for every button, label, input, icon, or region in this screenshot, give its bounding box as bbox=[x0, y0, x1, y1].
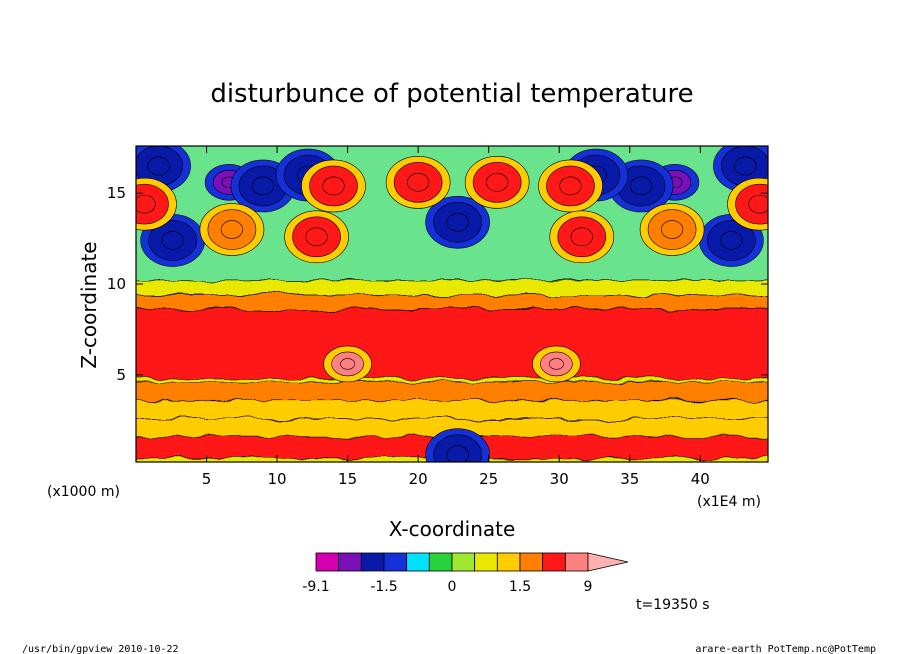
x-tick-label: 35 bbox=[620, 470, 639, 488]
colorbar-segment bbox=[519, 552, 544, 572]
cold-core-inner bbox=[446, 212, 469, 232]
colorbar-extend-arrow bbox=[587, 552, 629, 572]
warm-core-inner bbox=[136, 194, 156, 214]
cold-core-inner bbox=[629, 176, 653, 196]
field-band-mid bbox=[136, 309, 768, 379]
x-tick-label: 5 bbox=[202, 470, 212, 488]
warm-core bbox=[647, 209, 697, 250]
colorbar-segment bbox=[315, 552, 340, 572]
x-axis-ticks: 5 10 15 20 25 30 35 40 bbox=[202, 146, 710, 488]
cold-core bbox=[433, 201, 482, 243]
plot-area bbox=[136, 146, 768, 462]
plot-frame bbox=[135, 145, 769, 463]
colorbar-segment bbox=[428, 552, 453, 572]
cold-core-inner bbox=[446, 445, 469, 462]
time-annotation: t=19350 s bbox=[636, 597, 710, 613]
cold-core-inner bbox=[734, 156, 757, 176]
colorbar-tick-label: 0 bbox=[448, 579, 457, 595]
x-tick-label: 30 bbox=[550, 470, 569, 488]
cold-core-inner bbox=[251, 176, 275, 196]
colorbar-segment bbox=[542, 552, 566, 572]
colorbar-segment bbox=[564, 552, 589, 572]
warm-core-inner bbox=[220, 220, 244, 239]
warm-core-inner bbox=[748, 194, 768, 214]
chart-title: disturbunce of potential temperature bbox=[210, 79, 693, 109]
y-axis-ticks: 5 10 15 bbox=[107, 184, 768, 384]
x-tick-label: 15 bbox=[338, 470, 357, 488]
colorbar bbox=[315, 552, 629, 572]
warm-core-inner bbox=[486, 173, 509, 192]
cold-core-inner bbox=[161, 231, 184, 250]
colorbar-tick-label: 9 bbox=[584, 579, 593, 595]
warm-core-inner bbox=[305, 227, 328, 247]
warm-core bbox=[136, 183, 169, 225]
warm-core bbox=[472, 162, 522, 203]
warm-core-inner bbox=[322, 176, 345, 196]
cold-core bbox=[148, 220, 197, 261]
x-tick-label: 10 bbox=[268, 470, 287, 488]
warm-core-inner bbox=[660, 220, 684, 239]
warm-core-inner bbox=[570, 227, 593, 247]
warm-core bbox=[557, 216, 607, 258]
warm-core bbox=[292, 216, 341, 258]
warm-core-inner bbox=[559, 176, 582, 196]
colorbar-tick-label: -9.1 bbox=[302, 579, 329, 595]
cold-core-inner bbox=[147, 156, 170, 176]
colorbar-segment bbox=[338, 552, 362, 572]
program-annotation: /usr/bin/gpview 2010-10-22 bbox=[22, 644, 179, 654]
y-axis-unit: (x1000 m) bbox=[47, 484, 120, 500]
x-tick-label: 25 bbox=[479, 470, 498, 488]
warm-core-inner bbox=[340, 358, 356, 370]
field-band-high bbox=[136, 280, 768, 296]
warm-core bbox=[309, 165, 358, 207]
contour-cores bbox=[136, 146, 768, 462]
y-axis-label: Z-coordinate bbox=[77, 241, 101, 368]
field-band-high bbox=[136, 294, 768, 310]
x-tick-label: 20 bbox=[409, 470, 428, 488]
y-tick-label: 10 bbox=[107, 275, 126, 293]
warm-core bbox=[540, 351, 573, 377]
colorbar-segment bbox=[474, 552, 498, 572]
colorbar-segment bbox=[406, 552, 430, 572]
colorbar-segment bbox=[383, 552, 408, 572]
colorbar-segment bbox=[360, 552, 385, 572]
warm-core bbox=[546, 165, 595, 207]
colorbar-segment bbox=[451, 552, 476, 572]
cold-core-inner bbox=[720, 231, 743, 250]
field-band-low bbox=[136, 381, 768, 401]
field-band-low bbox=[136, 399, 768, 419]
colorbar-tick-label: 1.5 bbox=[509, 579, 531, 595]
y-tick-label: 15 bbox=[107, 184, 126, 202]
warm-core bbox=[207, 209, 257, 250]
y-tick-label: 5 bbox=[116, 366, 126, 384]
warm-core bbox=[735, 183, 768, 225]
x-axis-label: X-coordinate bbox=[389, 517, 516, 541]
warm-core bbox=[331, 351, 364, 377]
cold-core bbox=[707, 220, 756, 261]
warm-core-inner bbox=[407, 173, 430, 192]
source-annotation: arare-earth_PotTemp.nc@PotTemp bbox=[695, 644, 876, 654]
warm-core-inner bbox=[548, 358, 564, 370]
colorbar-segment bbox=[496, 552, 521, 572]
colorbar-tick-label: -1.5 bbox=[370, 579, 397, 595]
x-axis-unit: (x1E4 m) bbox=[697, 494, 761, 510]
x-tick-label: 40 bbox=[691, 470, 710, 488]
cold-core bbox=[433, 434, 482, 462]
warm-core bbox=[393, 162, 443, 203]
colorbar-tick-labels: -9.1 -1.5 0 1.5 9 bbox=[302, 579, 592, 595]
